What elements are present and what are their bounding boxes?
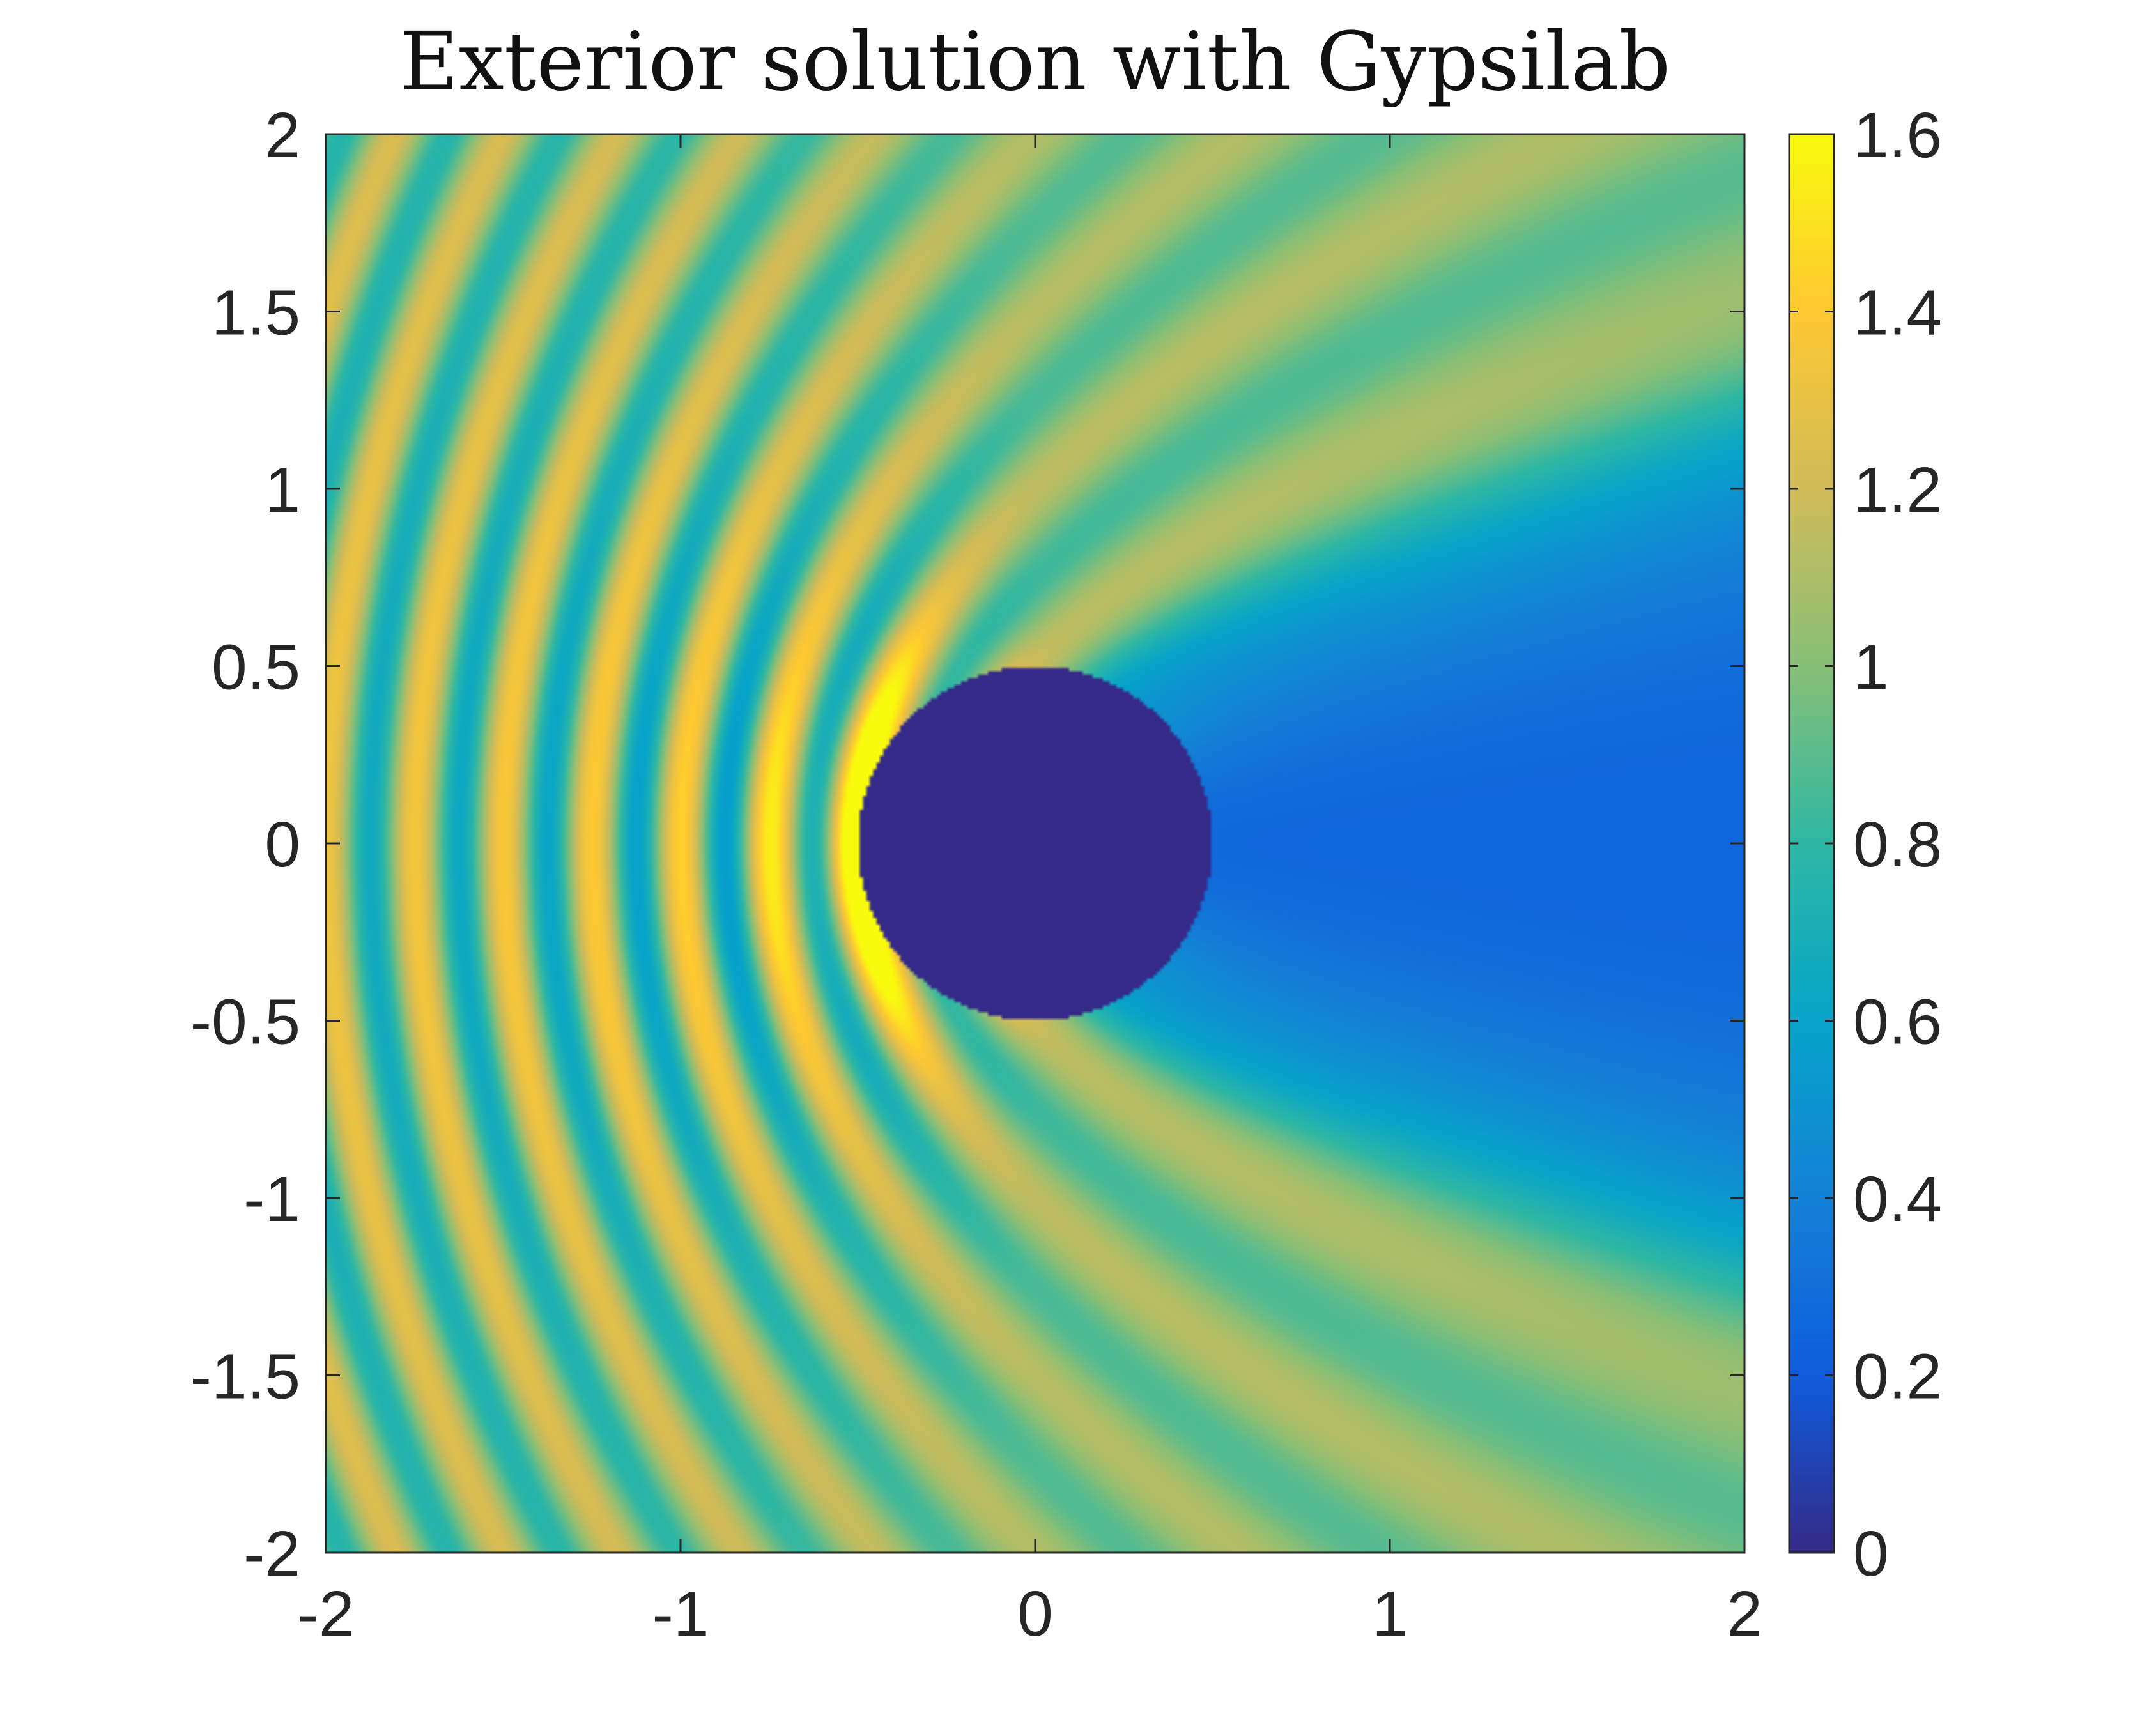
y-tick-label: -1.5 (190, 1341, 300, 1413)
y-tick-label: 2 (265, 100, 300, 171)
x-tick-label: 0 (1017, 1578, 1053, 1650)
colorbar-tick-label: 0.2 (1853, 1341, 1942, 1413)
colorbar-ticks: 1.6 1.4 1.2 1 0.8 0.6 0.4 0.2 0 (1789, 100, 1942, 1590)
colorbar-tick-label: 1.4 (1853, 277, 1942, 349)
y-tick-label: -2 (243, 1518, 300, 1590)
y-axis: 2 1.5 1 0.5 0 -0.5 -1 -1.5 -2 (190, 100, 1744, 1590)
chart-title: Exterior solution with Gypsilab (400, 15, 1670, 109)
colorbar-tick-label: 0 (1853, 1518, 1889, 1590)
x-axis: -2 -1 0 1 2 (298, 134, 1762, 1650)
y-tick-label: 0 (265, 809, 300, 880)
y-tick-label: 0.5 (212, 632, 300, 703)
colorbar-tick-label: 1.6 (1853, 100, 1942, 171)
x-tick-label: 1 (1372, 1578, 1408, 1650)
y-tick-label: 1.5 (212, 277, 300, 349)
colorbar-tick-label: 0.4 (1853, 1164, 1942, 1235)
colorbar-tick-label: 1.2 (1853, 454, 1942, 526)
x-tick-label: 2 (1727, 1578, 1762, 1650)
x-tick-label: -1 (652, 1578, 709, 1650)
colorbar-tick-label: 0.8 (1853, 809, 1942, 880)
colorbar: 1.6 1.4 1.2 1 0.8 0.6 0.4 0.2 0 (1788, 100, 1942, 1590)
y-tick-label: -1 (243, 1164, 300, 1235)
heatmap-field (326, 134, 1744, 1553)
y-tick-label: 1 (265, 454, 300, 526)
plot-area: -2 -1 0 1 2 2 1.5 1 0.5 0 -0.5 -1 -1.5 -2 (190, 100, 1762, 1650)
x-tick-label: -2 (298, 1578, 355, 1650)
colorbar-tick-label: 1 (1853, 632, 1889, 703)
colorbar-tick-label: 0.6 (1853, 987, 1942, 1058)
y-tick-label: -0.5 (190, 987, 300, 1058)
